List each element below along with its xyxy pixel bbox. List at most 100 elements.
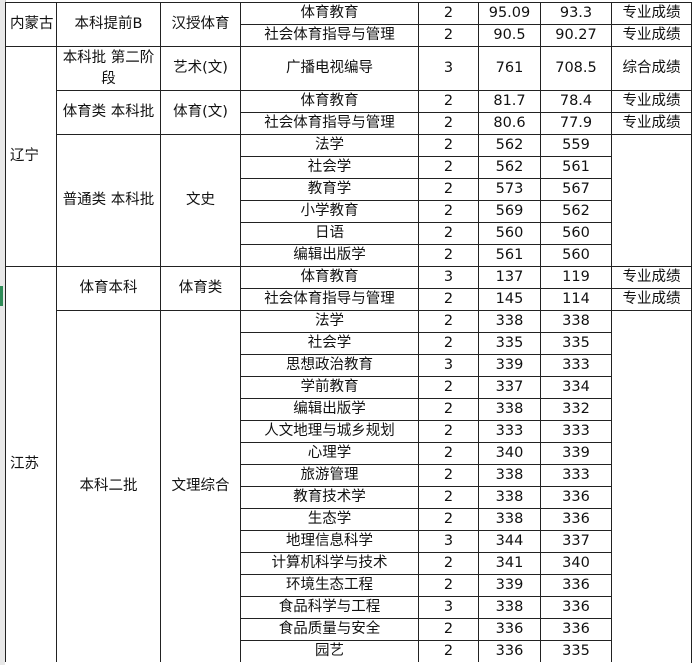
min-score-cell[interactable]: 334 [540, 376, 612, 399]
min-score-cell[interactable]: 567 [540, 178, 612, 201]
min-score-cell[interactable]: 340 [540, 552, 612, 575]
major-cell[interactable]: 社会体育指导与管理 [240, 112, 419, 135]
note-cell[interactable]: 专业成绩 [611, 24, 692, 47]
batch-cell[interactable]: 本科批 第二阶段 [56, 46, 161, 91]
note-cell[interactable] [611, 310, 692, 663]
max-score-cell[interactable]: 338 [478, 398, 541, 421]
max-score-cell[interactable]: 341 [478, 552, 541, 575]
plan-count-cell[interactable]: 2 [418, 2, 479, 25]
plan-count-cell[interactable]: 3 [418, 596, 479, 619]
plan-count-cell[interactable]: 2 [418, 200, 479, 223]
note-cell[interactable]: 专业成绩 [611, 90, 692, 113]
major-cell[interactable]: 体育教育 [240, 2, 419, 25]
max-score-cell[interactable]: 338 [478, 508, 541, 531]
max-score-cell[interactable]: 336 [478, 640, 541, 663]
min-score-cell[interactable]: 335 [540, 640, 612, 663]
min-score-cell[interactable]: 114 [540, 288, 612, 311]
note-cell[interactable]: 专业成绩 [611, 266, 692, 289]
plan-count-cell[interactable]: 3 [418, 46, 479, 91]
major-cell[interactable]: 地理信息科学 [240, 530, 419, 553]
plan-count-cell[interactable]: 2 [418, 288, 479, 311]
major-cell[interactable]: 计算机科学与技术 [240, 552, 419, 575]
max-score-cell[interactable]: 338 [478, 310, 541, 333]
max-score-cell[interactable]: 337 [478, 376, 541, 399]
plan-count-cell[interactable]: 2 [418, 90, 479, 113]
min-score-cell[interactable]: 93.3 [540, 2, 612, 25]
max-score-cell[interactable]: 81.7 [478, 90, 541, 113]
max-score-cell[interactable]: 338 [478, 486, 541, 509]
note-cell[interactable]: 综合成绩 [611, 46, 692, 91]
min-score-cell[interactable]: 708.5 [540, 46, 612, 91]
max-score-cell[interactable]: 339 [478, 354, 541, 377]
plan-count-cell[interactable]: 2 [418, 244, 479, 267]
note-cell[interactable]: 专业成绩 [611, 2, 692, 25]
plan-count-cell[interactable]: 2 [418, 376, 479, 399]
max-score-cell[interactable]: 80.6 [478, 112, 541, 135]
max-score-cell[interactable]: 562 [478, 134, 541, 157]
major-cell[interactable]: 环境生态工程 [240, 574, 419, 597]
major-cell[interactable]: 园艺 [240, 640, 419, 663]
min-score-cell[interactable]: 90.27 [540, 24, 612, 47]
batch-cell[interactable]: 普通类 本科批 [56, 134, 161, 267]
max-score-cell[interactable]: 761 [478, 46, 541, 91]
max-score-cell[interactable]: 339 [478, 574, 541, 597]
min-score-cell[interactable]: 337 [540, 530, 612, 553]
min-score-cell[interactable]: 77.9 [540, 112, 612, 135]
plan-count-cell[interactable]: 2 [418, 640, 479, 663]
major-cell[interactable]: 社会体育指导与管理 [240, 288, 419, 311]
min-score-cell[interactable]: 78.4 [540, 90, 612, 113]
max-score-cell[interactable]: 573 [478, 178, 541, 201]
min-score-cell[interactable]: 336 [540, 596, 612, 619]
major-cell[interactable]: 思想政治教育 [240, 354, 419, 377]
max-score-cell[interactable]: 335 [478, 332, 541, 355]
major-cell[interactable]: 心理学 [240, 442, 419, 465]
major-cell[interactable]: 旅游管理 [240, 464, 419, 487]
max-score-cell[interactable]: 95.09 [478, 2, 541, 25]
province-cell[interactable]: 内蒙古 [5, 2, 57, 47]
batch-cell[interactable]: 体育本科 [56, 266, 161, 311]
major-cell[interactable]: 体育教育 [240, 266, 419, 289]
min-score-cell[interactable]: 338 [540, 310, 612, 333]
min-score-cell[interactable]: 335 [540, 332, 612, 355]
max-score-cell[interactable]: 569 [478, 200, 541, 223]
max-score-cell[interactable]: 137 [478, 266, 541, 289]
min-score-cell[interactable]: 333 [540, 354, 612, 377]
min-score-cell[interactable]: 336 [540, 618, 612, 641]
major-cell[interactable]: 生态学 [240, 508, 419, 531]
batch-cell[interactable]: 本科二批 [56, 310, 161, 663]
major-cell[interactable]: 日语 [240, 222, 419, 245]
max-score-cell[interactable]: 338 [478, 464, 541, 487]
category-cell[interactable]: 文史 [160, 134, 241, 267]
max-score-cell[interactable]: 561 [478, 244, 541, 267]
min-score-cell[interactable]: 336 [540, 574, 612, 597]
min-score-cell[interactable]: 559 [540, 134, 612, 157]
major-cell[interactable]: 教育技术学 [240, 486, 419, 509]
min-score-cell[interactable]: 333 [540, 420, 612, 443]
plan-count-cell[interactable]: 2 [418, 156, 479, 179]
major-cell[interactable]: 体育教育 [240, 90, 419, 113]
min-score-cell[interactable]: 560 [540, 222, 612, 245]
plan-count-cell[interactable]: 2 [418, 618, 479, 641]
plan-count-cell[interactable]: 3 [418, 266, 479, 289]
min-score-cell[interactable]: 560 [540, 244, 612, 267]
plan-count-cell[interactable]: 2 [418, 574, 479, 597]
max-score-cell[interactable]: 338 [478, 596, 541, 619]
min-score-cell[interactable]: 339 [540, 442, 612, 465]
max-score-cell[interactable]: 90.5 [478, 24, 541, 47]
plan-count-cell[interactable]: 2 [418, 222, 479, 245]
plan-count-cell[interactable]: 2 [418, 332, 479, 355]
plan-count-cell[interactable]: 3 [418, 530, 479, 553]
min-score-cell[interactable]: 119 [540, 266, 612, 289]
category-cell[interactable]: 体育类 [160, 266, 241, 311]
note-cell[interactable] [611, 134, 692, 267]
province-cell[interactable]: 辽宁 [5, 46, 57, 267]
plan-count-cell[interactable]: 2 [418, 310, 479, 333]
plan-count-cell[interactable]: 2 [418, 508, 479, 531]
min-score-cell[interactable]: 562 [540, 200, 612, 223]
category-cell[interactable]: 文理综合 [160, 310, 241, 663]
batch-cell[interactable]: 体育类 本科批 [56, 90, 161, 135]
min-score-cell[interactable]: 561 [540, 156, 612, 179]
max-score-cell[interactable]: 340 [478, 442, 541, 465]
major-cell[interactable]: 社会学 [240, 332, 419, 355]
plan-count-cell[interactable]: 2 [418, 464, 479, 487]
